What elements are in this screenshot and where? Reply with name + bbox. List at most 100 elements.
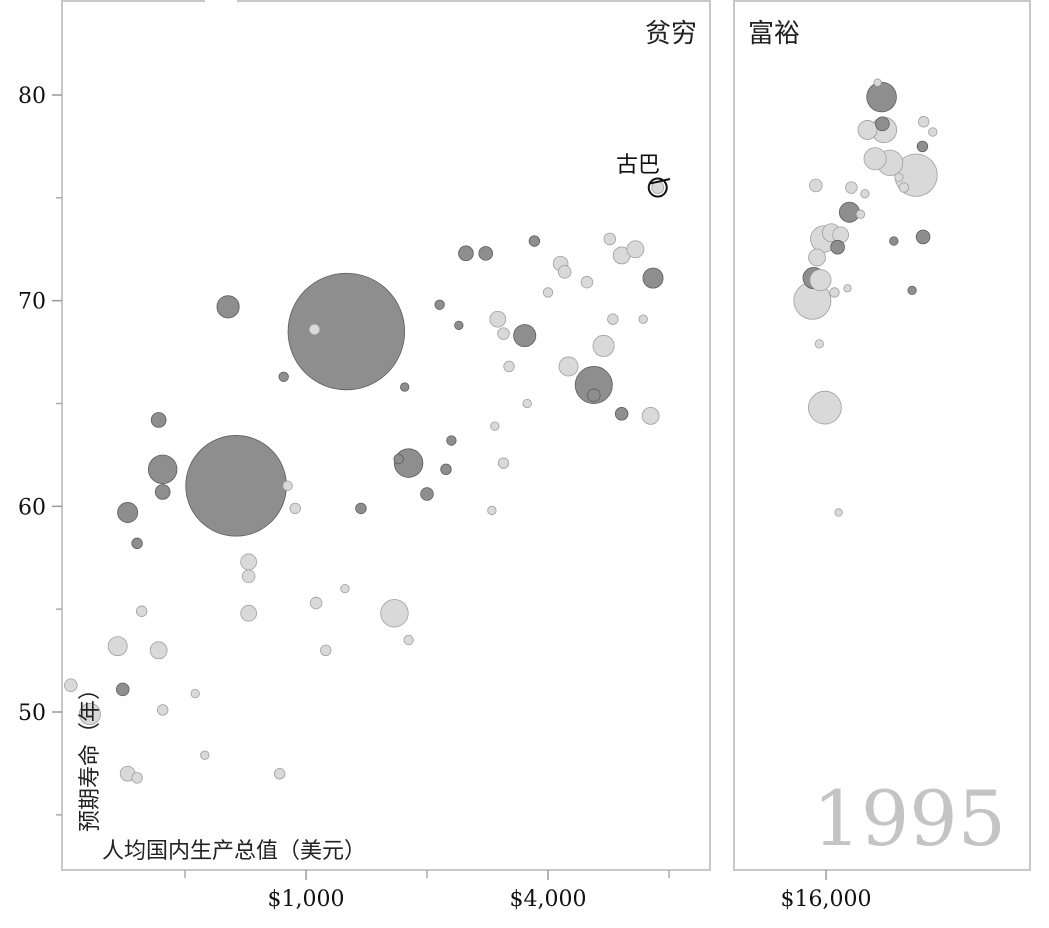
data-point	[64, 678, 78, 693]
annotation-leader-line	[649, 178, 671, 185]
data-point	[843, 284, 852, 293]
data-point	[400, 382, 410, 392]
data-point	[607, 313, 619, 325]
panel-label-poor: 贫穷	[645, 19, 697, 49]
data-point	[898, 182, 910, 193]
data-point	[642, 267, 664, 289]
data-point	[117, 502, 139, 523]
annotation-cuba: 古巴	[616, 153, 671, 198]
data-point	[860, 189, 870, 199]
data-point	[497, 327, 510, 340]
data-point	[241, 569, 256, 584]
data-point	[809, 269, 832, 292]
data-point	[830, 239, 845, 255]
x-axis-label: 人均国内生产总值（美元）	[102, 839, 366, 864]
points-layer	[64, 78, 938, 784]
data-point	[889, 236, 899, 246]
data-point	[873, 78, 882, 87]
y-tick-label: 80	[18, 84, 46, 109]
data-point	[190, 688, 200, 699]
data-point	[273, 768, 286, 780]
data-point	[289, 502, 301, 515]
data-point	[478, 246, 494, 261]
data-point	[308, 323, 321, 336]
rich-panel-frame	[733, 0, 1031, 871]
x-ticks: $1,000 $4,000 $16,000	[184, 870, 871, 912]
panel-label-rich: 富裕	[748, 19, 800, 49]
data-point	[915, 229, 931, 245]
data-point	[78, 703, 101, 726]
data-point	[638, 314, 648, 324]
data-point	[894, 172, 904, 182]
data-point	[355, 502, 367, 515]
data-point	[558, 356, 579, 377]
annotation-label: 古巴	[616, 153, 660, 178]
data-point	[866, 81, 897, 113]
data-point	[107, 636, 128, 657]
data-point	[240, 553, 258, 571]
data-point	[809, 178, 823, 193]
data-point	[340, 583, 350, 594]
data-point	[855, 209, 866, 219]
data-point	[528, 235, 541, 247]
poor-panel-frame	[61, 0, 711, 871]
data-point	[282, 480, 293, 491]
data-point	[380, 599, 409, 628]
data-point	[626, 240, 645, 259]
data-point	[278, 371, 289, 382]
data-point	[320, 644, 332, 657]
data-point	[875, 116, 890, 132]
data-point	[808, 390, 842, 425]
data-point	[440, 463, 452, 476]
data-point	[287, 272, 406, 391]
y-tick-label: 60	[18, 495, 46, 520]
data-point	[587, 388, 601, 403]
data-point	[490, 421, 500, 431]
x-tick-label: $4,000	[510, 887, 587, 912]
data-point	[592, 334, 615, 357]
data-point	[808, 248, 826, 267]
y-ticks: 50 60 70 80	[18, 84, 62, 816]
data-point	[489, 310, 507, 328]
data-point	[131, 772, 143, 784]
data-point	[603, 232, 617, 246]
data-point	[503, 360, 515, 373]
data-point	[845, 181, 858, 194]
year-label: 1995	[813, 774, 1006, 863]
data-point	[829, 287, 840, 298]
data-point	[115, 682, 130, 697]
annotation-ring	[647, 177, 668, 198]
data-point	[928, 127, 938, 137]
data-point	[917, 116, 930, 128]
data-point	[907, 285, 917, 296]
data-point	[403, 634, 414, 646]
data-point	[814, 339, 824, 349]
data-point	[497, 457, 510, 469]
data-point	[574, 366, 613, 404]
data-point	[834, 508, 843, 517]
y-tick-label: 50	[18, 701, 46, 726]
y-axis-label: 预期寿命（年）	[78, 678, 103, 832]
data-point	[454, 320, 464, 330]
data-point	[487, 505, 497, 516]
data-point	[434, 299, 445, 310]
data-point	[857, 120, 878, 140]
data-point	[156, 704, 169, 716]
data-point	[420, 487, 434, 501]
data-point	[641, 406, 660, 425]
data-point	[147, 454, 178, 485]
data-point	[522, 398, 532, 409]
data-point	[154, 484, 171, 500]
data-point	[240, 604, 258, 622]
x-tick-label: $1,000	[268, 887, 345, 912]
data-point	[200, 750, 210, 760]
panel-frames	[61, 0, 1031, 871]
data-point	[131, 537, 143, 550]
data-point	[150, 412, 167, 428]
data-point	[513, 324, 537, 348]
data-point	[580, 275, 594, 289]
data-point	[542, 287, 554, 298]
data-point	[309, 596, 323, 610]
